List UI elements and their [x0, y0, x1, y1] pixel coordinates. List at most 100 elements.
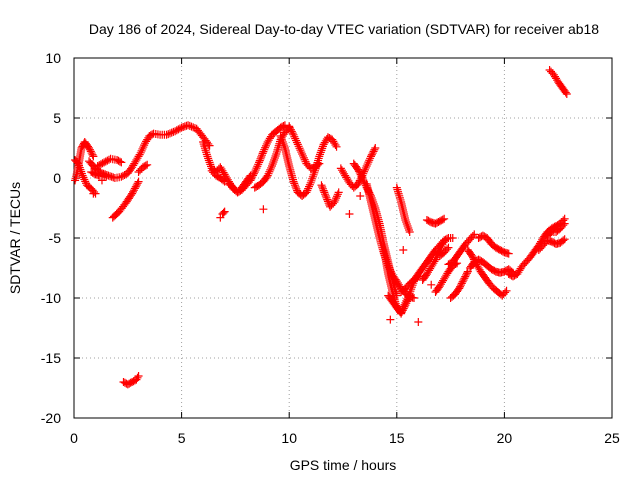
data-point — [332, 192, 341, 201]
data-point — [297, 148, 306, 157]
data-point — [310, 168, 319, 177]
data-point — [259, 147, 268, 156]
data-point — [140, 141, 149, 150]
data-point — [134, 372, 143, 380]
data-point — [359, 175, 368, 184]
data-point — [354, 167, 363, 176]
data-point — [141, 161, 150, 170]
data-point — [501, 288, 510, 297]
data-point — [199, 140, 208, 149]
data-point — [397, 308, 406, 317]
data-point — [260, 145, 269, 154]
data-point — [85, 144, 94, 152]
data-point — [460, 274, 469, 283]
data-point — [304, 182, 313, 191]
data-point — [307, 176, 316, 185]
data-point — [259, 205, 268, 214]
data-point — [316, 150, 325, 159]
data-point — [559, 236, 568, 245]
data-point — [401, 216, 410, 224]
data-point — [189, 123, 198, 132]
data-point — [263, 171, 272, 180]
data-point — [403, 222, 412, 230]
data-point — [315, 159, 324, 168]
data-point — [292, 138, 301, 147]
grid — [74, 58, 612, 418]
y-tick-label: -15 — [41, 350, 61, 366]
chart-title: Day 186 of 2024, Sidereal Day-to-day VTE… — [89, 21, 599, 37]
data-point — [200, 142, 209, 151]
data-point — [367, 150, 376, 159]
y-tick-label: 5 — [53, 110, 61, 126]
data-point — [164, 130, 173, 139]
data-point — [309, 170, 318, 179]
x-tick-label: 15 — [389, 430, 405, 446]
data-point — [89, 189, 98, 198]
data-point — [303, 186, 312, 195]
data-point — [203, 152, 212, 161]
data-point — [267, 162, 276, 170]
data-point — [370, 145, 379, 154]
data-point — [202, 148, 211, 157]
data-point — [270, 156, 279, 164]
data-point — [404, 226, 413, 234]
data-point — [443, 245, 452, 254]
data-point — [317, 146, 326, 155]
x-tick-label: 25 — [604, 430, 620, 446]
data-point — [262, 139, 271, 148]
data-point — [255, 158, 264, 167]
data-point — [288, 129, 297, 138]
data-point — [298, 151, 307, 160]
data-points — [71, 66, 571, 389]
data-point — [305, 180, 314, 189]
data-point — [458, 277, 467, 286]
data-point — [204, 154, 213, 163]
data-point — [436, 244, 445, 253]
data-point — [169, 127, 178, 136]
data-point — [273, 145, 282, 154]
data-point — [319, 186, 328, 195]
data-point — [362, 162, 371, 170]
data-point — [257, 151, 266, 160]
data-point — [296, 146, 305, 155]
data-point — [268, 160, 277, 168]
data-point — [448, 234, 457, 242]
data-point — [261, 143, 270, 152]
data-point — [316, 148, 325, 157]
x-tick-label: 20 — [497, 430, 513, 446]
data-point — [393, 185, 402, 194]
data-point — [75, 163, 84, 172]
data-point — [323, 195, 332, 204]
data-point — [250, 168, 259, 176]
data-point — [431, 255, 440, 264]
data-point — [280, 142, 289, 150]
data-point — [396, 195, 405, 204]
data-point — [318, 184, 327, 193]
data-point — [304, 184, 313, 193]
data-point — [371, 144, 380, 152]
data-point — [270, 154, 279, 162]
data-point — [272, 150, 281, 158]
data-point — [331, 141, 340, 149]
data-point — [366, 152, 375, 161]
data-point — [75, 161, 84, 170]
x-tick-label: 5 — [178, 430, 186, 446]
data-point — [74, 159, 83, 168]
data-point — [298, 150, 307, 158]
data-point — [135, 150, 144, 159]
data-point — [358, 174, 367, 182]
data-point — [562, 90, 571, 98]
data-point — [85, 145, 94, 154]
data-point — [439, 238, 448, 247]
data-point — [78, 171, 87, 180]
data-point — [299, 153, 308, 162]
data-point — [257, 153, 266, 161]
data-point — [360, 165, 369, 174]
data-point — [291, 183, 300, 191]
data-point — [81, 177, 90, 186]
data-point — [129, 186, 138, 195]
data-point — [368, 149, 377, 158]
data-point — [399, 246, 408, 254]
data-point — [269, 158, 278, 166]
data-point — [455, 284, 464, 293]
